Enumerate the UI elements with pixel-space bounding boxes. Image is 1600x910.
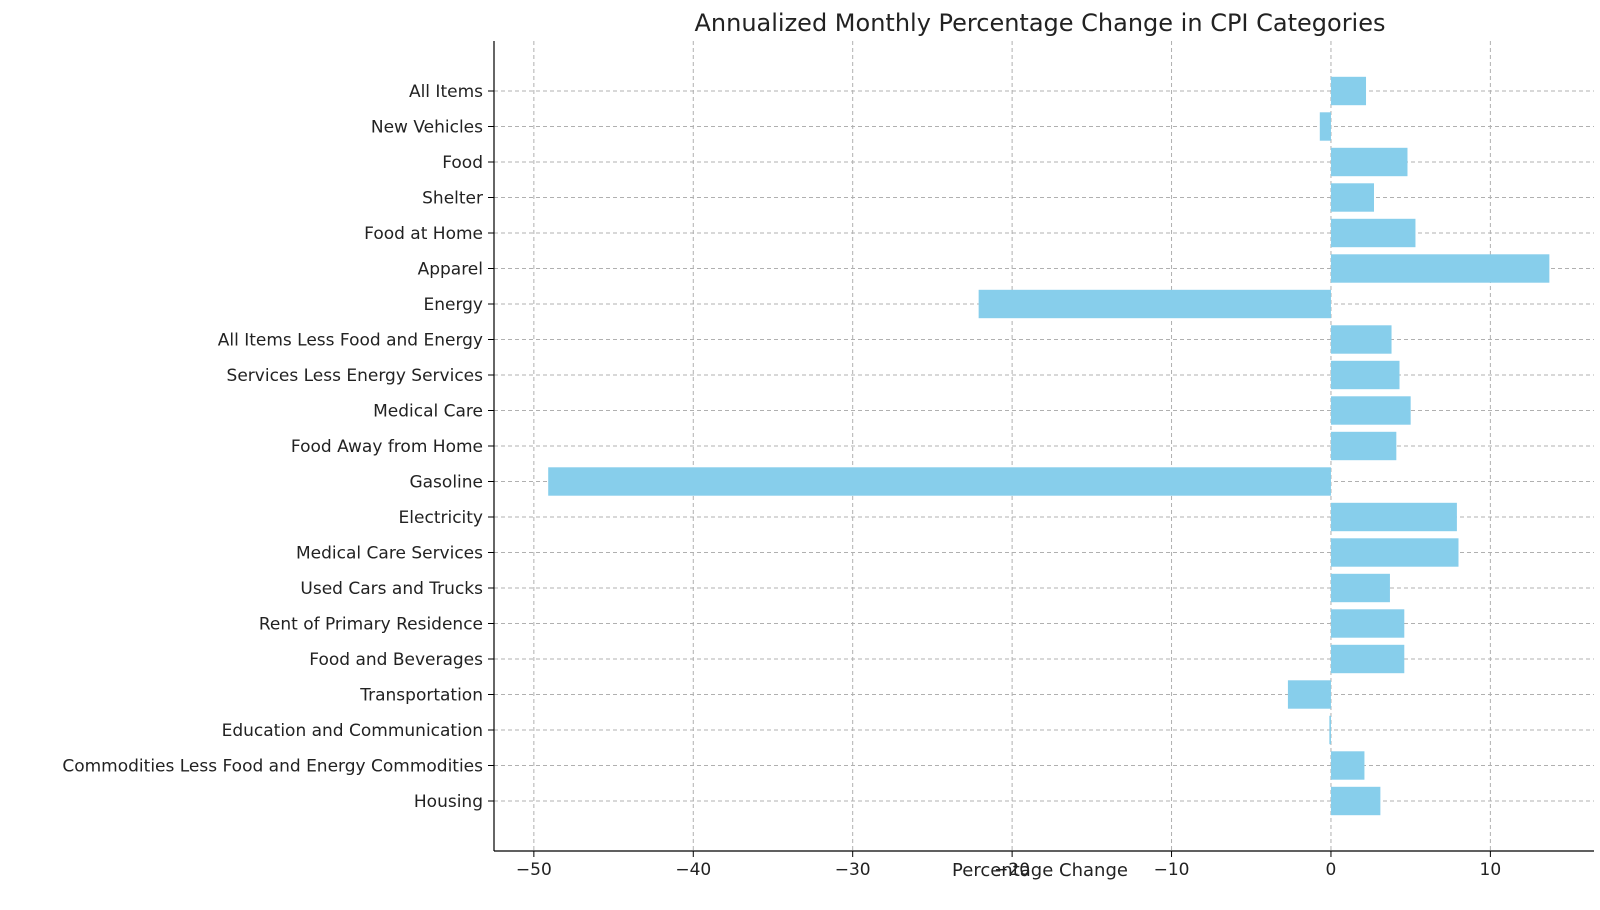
- x-tick-label: −40: [675, 860, 711, 880]
- bar: [1287, 680, 1331, 709]
- x-tick-label: −50: [516, 860, 552, 880]
- y-tick-label: Energy: [423, 295, 483, 315]
- y-tick-label: Medical Care: [373, 402, 483, 422]
- x-axis-label: Percentage Change: [952, 860, 1128, 881]
- y-tick-label: Commodities Less Food and Energy Commodi…: [62, 757, 483, 777]
- y-tick-label: New Vehicles: [371, 118, 483, 138]
- bar: [548, 467, 1331, 496]
- axis-layer: −50 −40 −30 −20 −10 0 10 All Items New Vehicles F…: [62, 41, 1594, 880]
- bar: [1330, 609, 1405, 638]
- bar-layer: [548, 76, 1550, 816]
- y-tick-label: Food Away from Home: [291, 437, 483, 457]
- bar: [1330, 431, 1397, 461]
- y-tick-label: Gasoline: [409, 473, 483, 493]
- bar: [1330, 254, 1550, 283]
- y-tick-label: All Items: [409, 82, 483, 102]
- y-tick-label: Medical Care Services: [296, 544, 483, 564]
- bar: [1330, 218, 1416, 248]
- y-tick-label: Apparel: [418, 260, 483, 280]
- x-tick-label: −30: [835, 860, 871, 880]
- y-tick-label: Rent of Primary Residence: [259, 615, 483, 635]
- y-tick-label: Shelter: [422, 189, 483, 209]
- bar: [1330, 786, 1381, 816]
- bar: [1330, 183, 1374, 212]
- bar: [1330, 147, 1408, 177]
- bar: [1330, 538, 1459, 567]
- y-tick-label: Food at Home: [364, 224, 483, 244]
- x-tick-label: 10: [1480, 860, 1502, 880]
- x-tick-label: −10: [1154, 860, 1190, 880]
- y-tick-label: Used Cars and Trucks: [300, 579, 483, 599]
- bar: [1330, 573, 1390, 603]
- bar: [1319, 112, 1331, 141]
- bar: [978, 289, 1331, 319]
- y-tick-label: Services Less Energy Services: [227, 366, 484, 386]
- x-tick-label: 0: [1326, 860, 1337, 880]
- y-tick-label: All Items Less Food and Energy: [218, 331, 483, 351]
- bar: [1330, 325, 1392, 354]
- bar: [1330, 396, 1411, 425]
- bar: [1330, 360, 1400, 390]
- y-tick-label: Food and Beverages: [309, 650, 483, 670]
- y-tick-label: Transportation: [359, 686, 483, 706]
- bar: [1330, 76, 1367, 106]
- bar: [1330, 751, 1365, 780]
- chart-title: Annualized Monthly Percentage Change in …: [694, 9, 1385, 37]
- y-tick-label: Electricity: [399, 508, 483, 528]
- y-tick-label: Food: [442, 153, 483, 173]
- bar: [1330, 644, 1405, 674]
- x-tick-label: −20: [994, 860, 1030, 880]
- bar: [1329, 715, 1331, 745]
- bar: [1330, 502, 1457, 532]
- y-tick-label: Housing: [414, 792, 483, 812]
- y-tick-label: Education and Communication: [222, 721, 483, 741]
- grid-layer: [494, 41, 1594, 851]
